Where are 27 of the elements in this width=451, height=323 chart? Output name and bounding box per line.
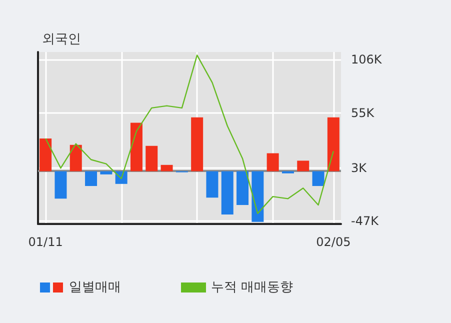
bar <box>327 117 340 172</box>
bar <box>252 171 264 222</box>
y-tick-label: 55K <box>351 106 376 120</box>
y-tick-label: 106K <box>351 52 383 66</box>
bar <box>312 171 324 186</box>
bar <box>54 171 67 199</box>
bar <box>160 164 173 172</box>
y-tick-label: -47K <box>351 214 380 228</box>
bar <box>40 138 52 172</box>
bar <box>266 153 279 172</box>
legend-label: 누적 매매동향 <box>211 280 294 295</box>
y-tick-label: 3K <box>351 161 368 176</box>
bar <box>70 144 82 172</box>
bar <box>206 171 218 198</box>
bar <box>191 117 204 172</box>
bar <box>146 146 158 172</box>
bar <box>85 171 98 186</box>
legend-label: 일별매매 <box>69 280 121 295</box>
x-tick-label: 01/11 <box>28 235 63 249</box>
line-series <box>44 54 334 214</box>
bar <box>100 171 112 174</box>
bar <box>221 171 234 215</box>
bar <box>236 171 249 206</box>
bar <box>297 160 310 172</box>
x-tick-label: 02/05 <box>316 235 351 249</box>
bar <box>130 122 142 172</box>
chart-title: 외국인 <box>42 32 81 47</box>
